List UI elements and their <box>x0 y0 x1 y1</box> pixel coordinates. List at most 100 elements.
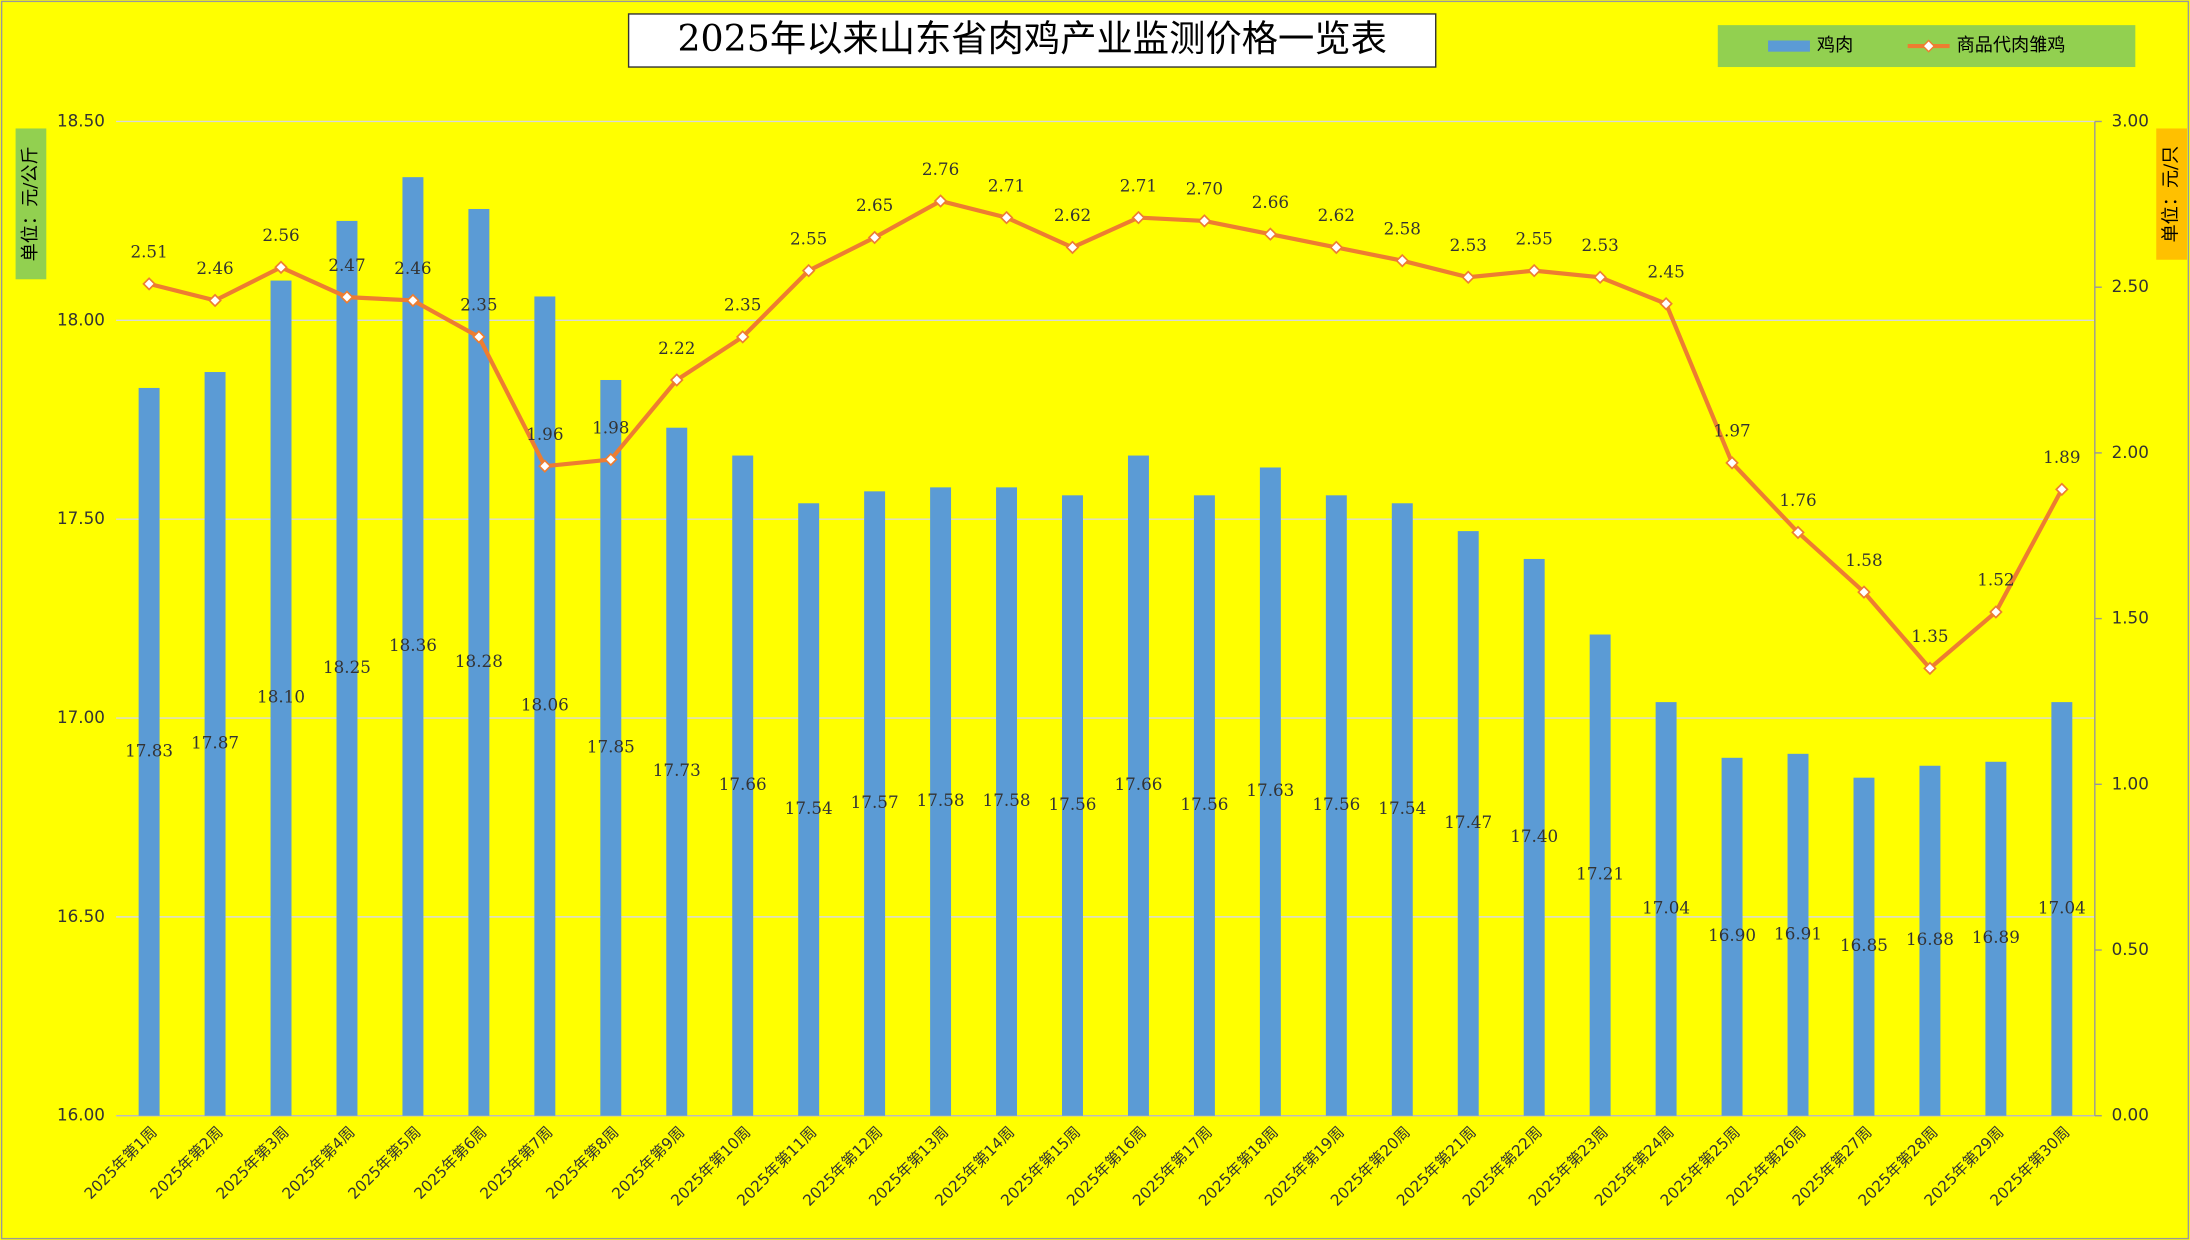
line-value-label: 1.97 <box>1713 421 1750 441</box>
line-value-label: 2.65 <box>856 195 893 215</box>
legend-marker <box>1922 39 1936 53</box>
line-value-label: 2.35 <box>460 295 497 315</box>
line-value-label: 2.55 <box>790 228 827 248</box>
bar <box>1259 467 1281 1116</box>
line-marker <box>406 293 420 308</box>
chart-title: 2025年以来山东省肉鸡产业监测价格一览表 <box>677 17 1386 60</box>
bar <box>1193 495 1215 1116</box>
line-marker <box>669 373 684 387</box>
y-tick-label: 18.50 <box>57 110 105 130</box>
y2-tick-label: 1.00 <box>2112 773 2149 793</box>
y2-tick-label: 1.50 <box>2112 608 2149 628</box>
bar-value-label: 16.90 <box>1708 925 1756 945</box>
legend-label: 鸡肉 <box>1817 35 1853 56</box>
line-value-label: 1.98 <box>592 417 629 437</box>
line-value-label: 2.35 <box>724 295 761 315</box>
line-marker <box>1923 661 1937 676</box>
line-marker <box>933 194 948 208</box>
bar-value-label: 16.85 <box>1840 935 1888 955</box>
y2-tick-label: 2.50 <box>2112 276 2149 296</box>
line-value-label: 1.96 <box>526 424 563 444</box>
bar-value-label: 17.54 <box>1378 798 1426 818</box>
bar-value-label: 17.40 <box>1510 826 1558 846</box>
y2-tick-label: 3.00 <box>2112 110 2149 130</box>
bar <box>1787 753 1809 1116</box>
line-marker <box>604 452 618 467</box>
line-value-label: 1.76 <box>1779 490 1816 510</box>
line-marker <box>1527 263 1541 278</box>
bar-value-label: 17.58 <box>983 790 1031 810</box>
bar <box>1985 761 2007 1116</box>
bar-value-label: 17.47 <box>1444 812 1492 832</box>
line <box>148 198 2064 672</box>
bar-value-label: 17.04 <box>2038 897 2086 917</box>
line-value-label: 2.53 <box>1581 235 1618 255</box>
bar <box>534 296 556 1116</box>
line-marker <box>1395 253 1410 268</box>
bar-value-label: 17.66 <box>719 774 767 794</box>
y-tick-label: 18.00 <box>57 309 105 329</box>
bar-value-label: 18.28 <box>455 651 503 671</box>
line-marker <box>538 459 552 473</box>
bar <box>930 487 952 1116</box>
y2-tick-label: 2.00 <box>2112 442 2149 462</box>
line-marker <box>801 263 816 278</box>
bar <box>600 379 622 1116</box>
bar-value-label: 16.91 <box>1774 923 1822 943</box>
y-tick-label: 17.50 <box>57 508 105 528</box>
line-value-label: 2.47 <box>328 255 365 275</box>
bar <box>996 487 1018 1116</box>
bar <box>1853 777 1875 1116</box>
bar-value-label: 17.57 <box>851 792 899 812</box>
bar-value-label: 18.25 <box>323 657 371 677</box>
line-value-label: 2.55 <box>1516 228 1553 248</box>
line-marker <box>208 293 222 308</box>
bar-value-label: 17.56 <box>1049 794 1097 814</box>
bar <box>666 427 688 1116</box>
line-marker <box>1989 605 2003 619</box>
bar <box>732 455 754 1116</box>
legend-swatch <box>1768 40 1810 52</box>
line-value-label: 1.35 <box>1911 626 1948 646</box>
line-value-label: 2.76 <box>922 159 959 179</box>
bar-value-label: 18.06 <box>521 695 569 715</box>
line-marker <box>2055 482 2069 497</box>
line-value-label: 2.46 <box>394 258 431 278</box>
bar-value-label: 17.56 <box>1312 794 1360 814</box>
bar <box>798 503 820 1116</box>
bar <box>138 387 160 1116</box>
y2-tick-label: 0.50 <box>2112 939 2149 959</box>
bar-value-label: 17.58 <box>917 790 965 810</box>
line-value-label: 2.46 <box>196 258 233 278</box>
bar-value-label: 17.04 <box>1642 897 1690 917</box>
bar <box>468 208 490 1116</box>
y-axis-label: 单位：元/公斤 <box>20 146 41 261</box>
bar <box>270 280 292 1116</box>
line-value-label: 2.71 <box>988 175 1025 195</box>
bar <box>204 372 226 1116</box>
bar <box>1325 495 1347 1116</box>
bar-value-label: 17.73 <box>653 760 701 780</box>
line-marker <box>867 230 882 245</box>
line-value-label: 2.62 <box>1054 205 1091 225</box>
line-marker <box>1329 240 1344 255</box>
line-value-label: 2.66 <box>1252 192 1289 212</box>
y2-label-box <box>2156 128 2187 260</box>
bar <box>2051 702 2073 1116</box>
line-marker <box>142 277 156 291</box>
bar <box>864 491 886 1116</box>
y2-axis-label: 单位：元/只 <box>2161 146 2182 243</box>
legend-label: 商品代肉雏鸡 <box>1957 35 2066 56</box>
line-value-label: 2.22 <box>658 338 695 358</box>
bar <box>1919 765 1941 1116</box>
title-box <box>627 13 1437 68</box>
bar-value-label: 18.10 <box>257 687 305 707</box>
line-marker <box>1857 585 1871 599</box>
line-value-label: 1.89 <box>2043 447 2080 467</box>
bar-value-label: 17.85 <box>587 736 635 756</box>
line-marker <box>1461 270 1475 285</box>
line-marker <box>1263 227 1278 241</box>
bar-value-label: 17.63 <box>1246 780 1294 800</box>
